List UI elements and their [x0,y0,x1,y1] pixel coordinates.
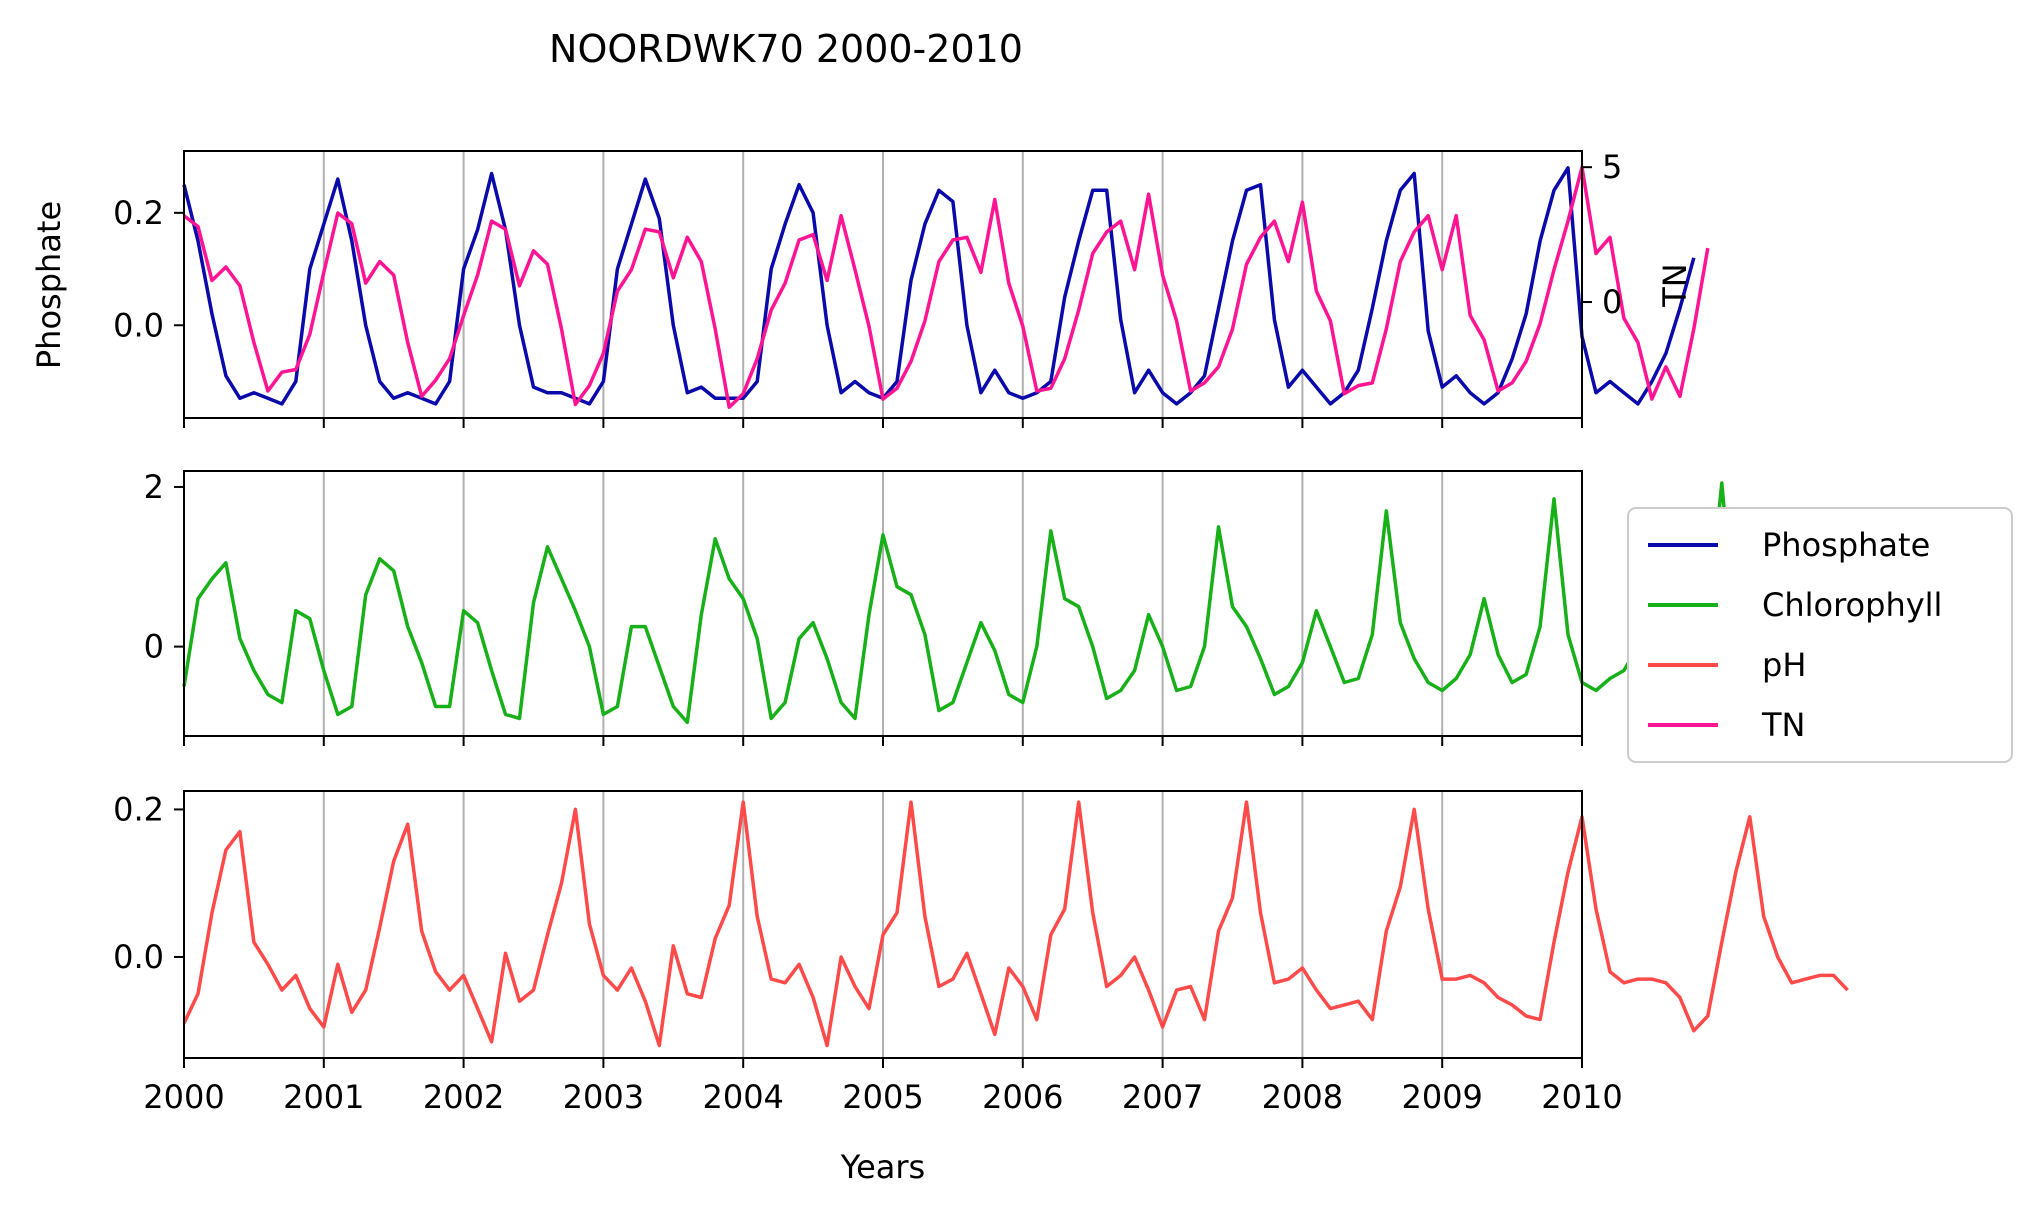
x-tick-label-2004: 2004 [702,1078,783,1116]
legend-label-phosphate: Phosphate [1762,526,1930,564]
x-tick-label-2003: 2003 [563,1078,644,1116]
y-axis-label-tn: TN [1656,263,1694,307]
x-tick-label-2001: 2001 [283,1078,364,1116]
y-tick-label: 0.0 [113,938,164,976]
right-tick-label: 5 [1602,148,1622,186]
x-tick-label-2008: 2008 [1262,1078,1343,1116]
y-axis-label-phosphate: Phosphate [30,201,68,369]
series-line-tn [182,165,1710,409]
panel-top: 0 5 0.0 0.2 [113,148,1710,428]
y-tick-label: 0.2 [113,790,164,828]
series-line-ph [182,800,1849,1048]
panel-middle: 02 [144,468,1850,746]
right-tick-label: 0 [1602,283,1622,321]
x-tick-label-2006: 2006 [982,1078,1063,1116]
series-line-phosphate [182,166,1696,406]
y-tick-label: 0.0 [113,306,164,344]
legend-frame [1627,507,2013,763]
x-tick-label-2000: 2000 [143,1078,224,1116]
x-axis-label: Years [840,1148,925,1186]
y-tick-label: 0 [144,628,164,666]
series-line-chlorophyll [182,481,1850,725]
x-tick-label-2005: 2005 [842,1078,923,1116]
chart-title: NOORDWK70 2000-2010 [549,27,1023,71]
legend-label-tn: TN [1761,706,1805,744]
legend: Phosphate Chlorophyll pH TN [1627,507,2013,763]
x-tick-label-2009: 2009 [1401,1078,1482,1116]
y-tick-label: 2 [144,468,164,506]
x-tick-label-2010: 2010 [1541,1078,1622,1116]
legend-label-ph: pH [1762,646,1806,684]
legend-label-chlorophyll: Chlorophyll [1762,586,1942,624]
x-tick-label-2002: 2002 [423,1078,504,1116]
panel-bottom: 0.0 0.2 2000 2001 2002 2003 2004 2005 2006 2007 20… [113,790,1849,1116]
y-tick-label: 0.2 [113,194,164,232]
x-tick-label-2007: 2007 [1122,1078,1203,1116]
